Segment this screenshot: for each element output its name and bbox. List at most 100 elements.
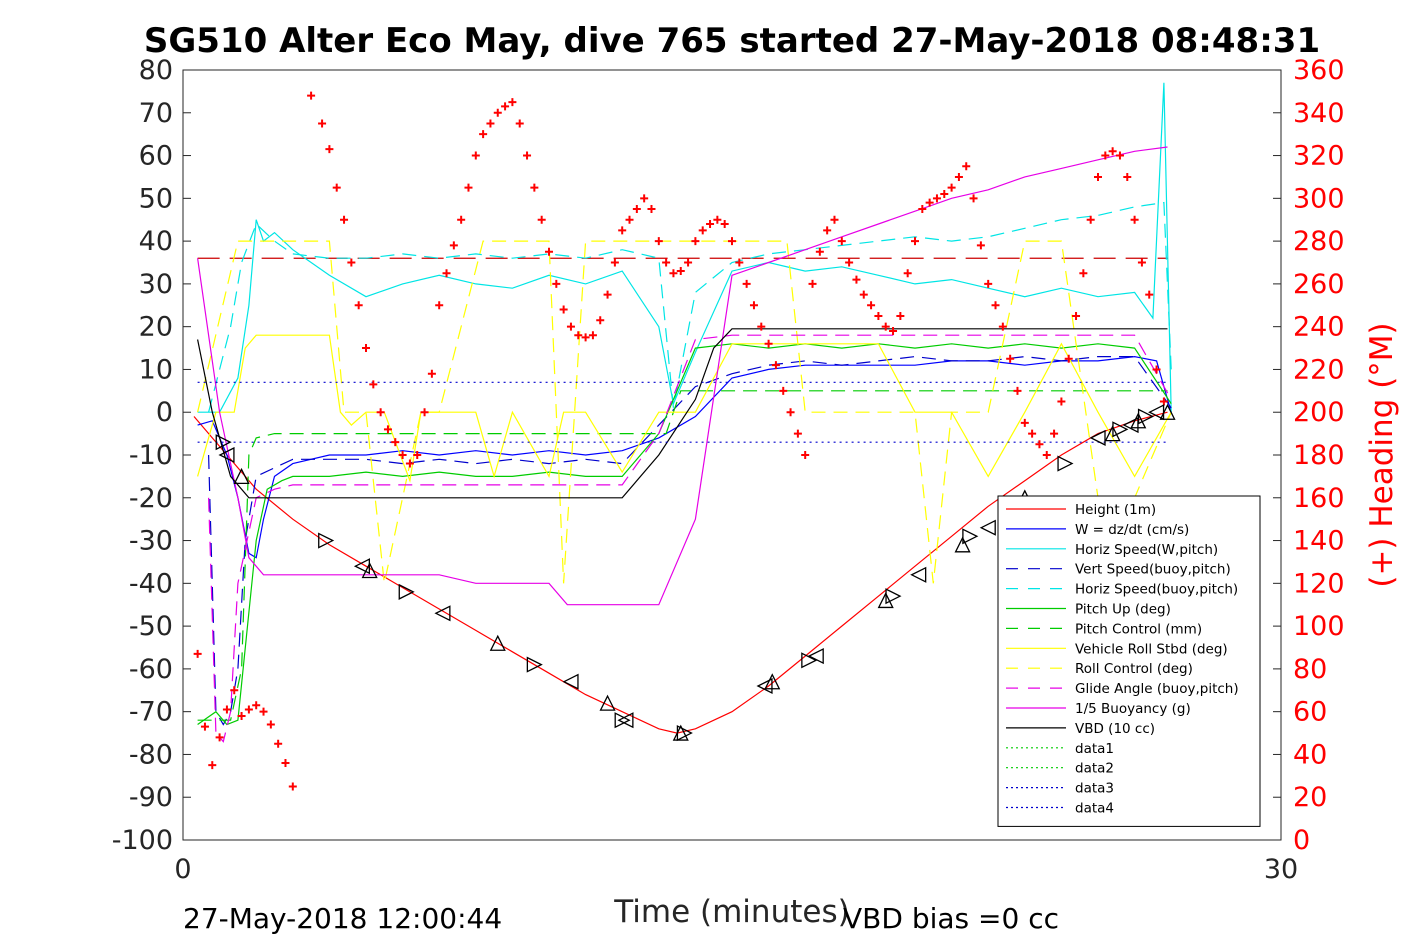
height-marker <box>599 694 616 711</box>
left-tick-label: 30 <box>139 269 173 300</box>
heading-point <box>706 220 715 228</box>
heading-point <box>837 237 846 246</box>
heading-point <box>501 102 510 111</box>
heading-point <box>603 290 612 299</box>
height-marker <box>1137 408 1155 425</box>
heading-point <box>1130 215 1139 224</box>
heading-point <box>867 301 876 310</box>
heading-point <box>859 290 868 299</box>
heading-point <box>896 311 905 320</box>
series-line-5 <box>197 343 1172 726</box>
heading-point <box>1057 397 1066 406</box>
heading-point <box>925 198 934 207</box>
x-tick-label: 30 <box>1264 854 1298 885</box>
heading-point <box>984 279 993 288</box>
heading-point <box>698 226 707 235</box>
height-marker <box>617 712 634 729</box>
legend-label: VBD (10 cc) <box>1075 721 1155 737</box>
heading-point <box>288 782 297 791</box>
height-marker <box>218 446 235 464</box>
heading-point <box>735 258 744 267</box>
heading-point <box>574 331 583 340</box>
height-marker <box>979 519 996 536</box>
height-marker <box>807 648 824 665</box>
heading-point <box>259 707 268 716</box>
heading-point <box>889 326 898 335</box>
height-marker <box>526 656 543 673</box>
heading-point <box>793 429 802 438</box>
heading-point <box>552 279 561 288</box>
heading-point <box>1123 172 1132 181</box>
heading-point <box>369 380 378 389</box>
series-line-1 <box>197 355 1172 559</box>
heading-point <box>1079 269 1088 278</box>
height-marker <box>1104 425 1121 442</box>
right-tick-label: 120 <box>1293 568 1345 599</box>
heading-point <box>742 279 751 288</box>
height-marker <box>801 652 818 669</box>
heading-point <box>954 172 963 181</box>
heading-point <box>383 425 392 434</box>
heading-point <box>435 301 444 310</box>
heading-point <box>545 247 553 256</box>
heading-point <box>632 205 641 214</box>
right-axis-label: (+) Heading (°M) <box>1364 322 1400 587</box>
heading-point <box>244 705 253 714</box>
heading-point <box>1006 354 1015 363</box>
heading-point <box>881 322 890 331</box>
left-tick-label: -60 <box>129 654 173 685</box>
heading-point <box>823 226 832 235</box>
series-line-11 <box>197 328 1168 499</box>
legend-label: Vehicle Roll Stbd (deg) <box>1075 641 1228 657</box>
height-marker <box>1130 412 1147 429</box>
heading-point <box>318 119 327 128</box>
right-tick-label: 360 <box>1293 55 1345 86</box>
height-marker <box>614 712 631 729</box>
series-line-10 <box>197 146 1168 606</box>
heading-point <box>684 258 693 267</box>
height-marker <box>562 673 579 690</box>
height-marker <box>676 725 693 742</box>
heading-point <box>523 151 532 160</box>
right-tick-label: 340 <box>1293 98 1345 129</box>
right-tick-label: 100 <box>1293 611 1345 642</box>
heading-point <box>1137 258 1146 267</box>
left-tick-label: 10 <box>139 354 173 385</box>
series-line-7 <box>197 334 1172 484</box>
heading-point <box>566 322 575 331</box>
right-tick-label: 60 <box>1293 697 1327 728</box>
height-marker <box>434 605 451 622</box>
left-tick-label: -80 <box>129 739 173 770</box>
heading-point <box>940 190 949 199</box>
heading-point <box>757 322 766 331</box>
left-tick-label: -10 <box>129 440 173 471</box>
heading-point <box>991 301 1000 310</box>
heading-point <box>391 438 400 447</box>
heading-point <box>581 333 590 342</box>
height-marker <box>962 528 979 545</box>
right-tick-label: 200 <box>1293 397 1345 428</box>
heading-point <box>596 316 605 325</box>
left-tick-label: -30 <box>129 526 173 557</box>
heading-point <box>1115 151 1124 160</box>
heading-point <box>332 183 341 192</box>
heading-point <box>362 344 370 353</box>
height-marker <box>756 677 773 695</box>
heading-point <box>530 183 539 192</box>
heading-point <box>1050 429 1059 438</box>
heading-point <box>749 301 758 310</box>
height-marker <box>233 467 250 485</box>
legend-label: Roll Control (deg) <box>1075 661 1193 677</box>
heading-point <box>376 408 385 417</box>
heading-point <box>969 194 978 203</box>
series-line-9 <box>208 334 1172 743</box>
series-line-2 <box>197 82 1172 413</box>
left-tick-label: -40 <box>129 568 173 599</box>
right-tick-label: 220 <box>1293 354 1345 385</box>
heading-point <box>610 258 619 267</box>
left-tick-label: 70 <box>139 98 173 129</box>
right-tick-label: 80 <box>1293 654 1327 685</box>
left-tick-label: 20 <box>139 312 173 343</box>
legend-label: Height (1m) <box>1075 502 1156 518</box>
heading-point <box>281 759 290 767</box>
